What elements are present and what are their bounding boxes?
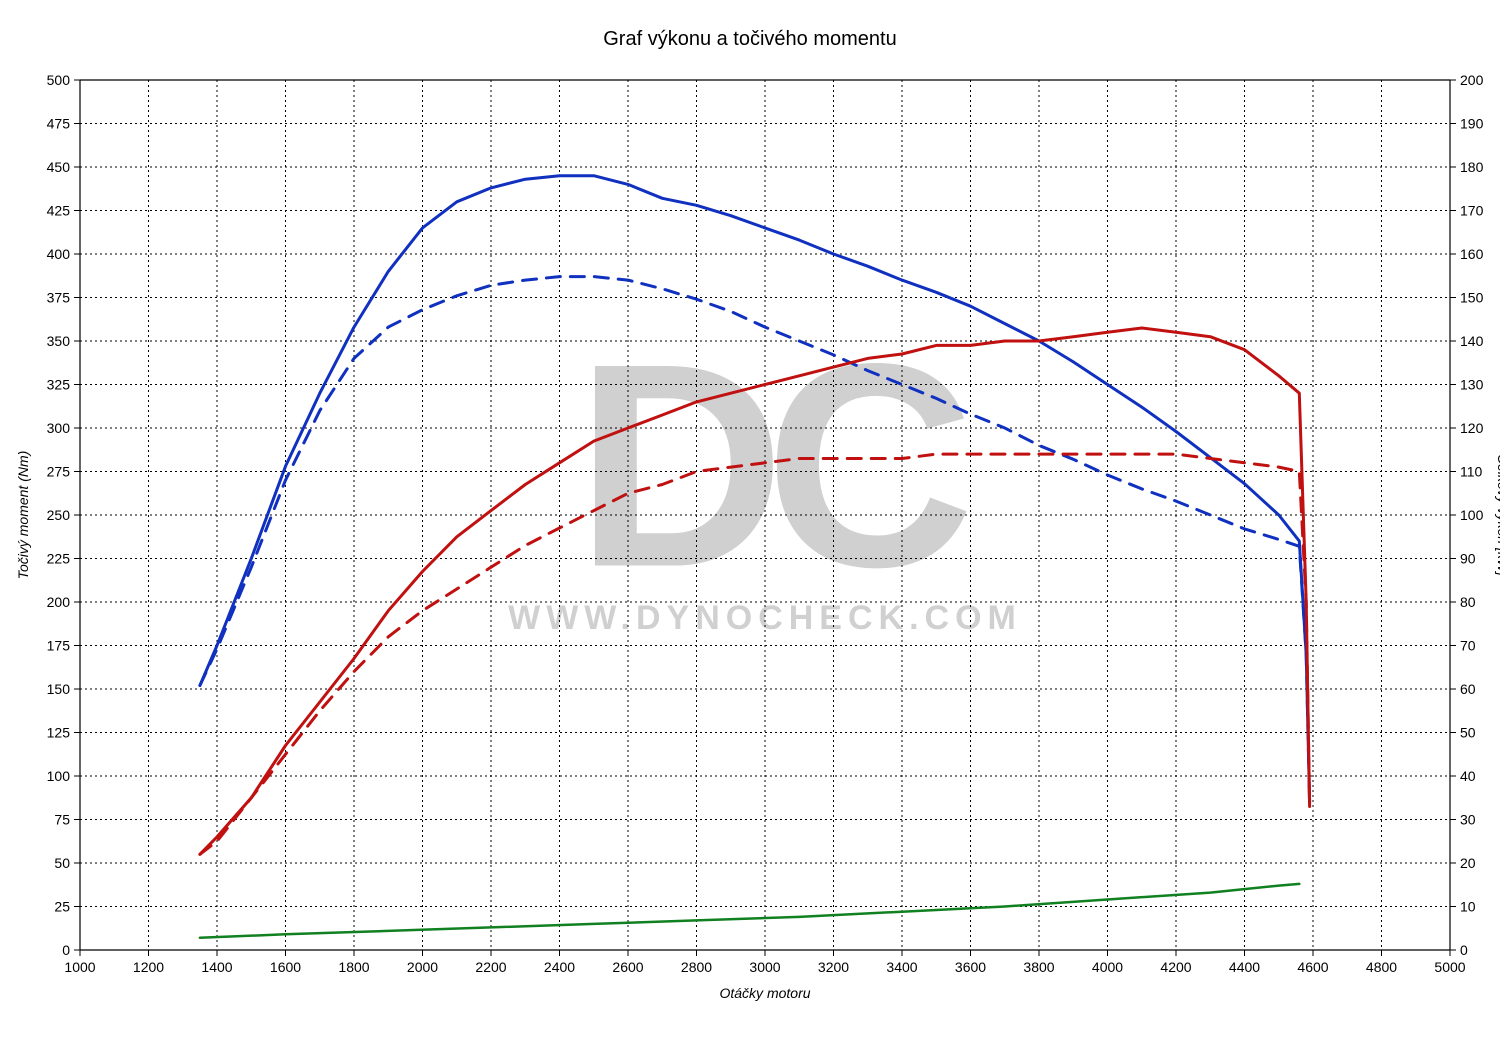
y-left-tick-label: 475 [47, 116, 71, 132]
y-right-tick-label: 140 [1460, 333, 1484, 349]
y-left-tick-label: 225 [47, 551, 71, 567]
x-tick-label: 1600 [270, 959, 301, 975]
x-tick-label: 1400 [201, 959, 232, 975]
y-right-tick-label: 0 [1460, 942, 1468, 958]
y-left-tick-label: 300 [47, 420, 71, 436]
y-left-axis-label: Točivý moment (Nm) [15, 451, 31, 580]
y-left-tick-label: 250 [47, 507, 71, 523]
x-tick-label: 4600 [1297, 959, 1328, 975]
dyno-chart: DCWWW.DYNOCHECK.COM 10001200140016001800… [0, 0, 1500, 1040]
y-right-tick-label: 40 [1460, 768, 1476, 784]
y-right-tick-label: 60 [1460, 681, 1476, 697]
y-right-tick-label: 200 [1460, 72, 1484, 88]
y-right-tick-label: 90 [1460, 551, 1476, 567]
y-left-tick-label: 325 [47, 377, 71, 393]
y-left-tick-label: 125 [47, 725, 71, 741]
x-tick-label: 2400 [544, 959, 575, 975]
y-right-axis-label: Celkový výkon [kW] [1495, 454, 1500, 577]
y-left-tick-label: 400 [47, 246, 71, 262]
y-right-tick-label: 10 [1460, 899, 1476, 915]
y-left-tick-label: 275 [47, 464, 71, 480]
y-left-tick-label: 100 [47, 768, 71, 784]
y-right-tick-label: 80 [1460, 594, 1476, 610]
y-right-tick-label: 130 [1460, 377, 1484, 393]
y-right-tick-label: 150 [1460, 290, 1484, 306]
x-tick-label: 3200 [818, 959, 849, 975]
x-tick-label: 4800 [1366, 959, 1397, 975]
x-tick-label: 3600 [955, 959, 986, 975]
y-right-tick-label: 160 [1460, 246, 1484, 262]
y-left-tick-label: 175 [47, 638, 71, 654]
y-left-tick-label: 150 [47, 681, 71, 697]
y-right-tick-label: 120 [1460, 420, 1484, 436]
y-left-tick-label: 200 [47, 594, 71, 610]
x-tick-label: 1800 [338, 959, 369, 975]
y-left-tick-label: 25 [54, 899, 70, 915]
y-left-tick-label: 375 [47, 290, 71, 306]
y-left-tick-label: 425 [47, 203, 71, 219]
y-left-tick-label: 500 [47, 72, 71, 88]
y-left-tick-label: 450 [47, 159, 71, 175]
x-tick-label: 3000 [749, 959, 780, 975]
y-left-tick-label: 0 [62, 942, 70, 958]
y-right-tick-label: 100 [1460, 507, 1484, 523]
y-right-tick-label: 180 [1460, 159, 1484, 175]
x-tick-label: 2200 [475, 959, 506, 975]
y-right-tick-label: 170 [1460, 203, 1484, 219]
x-tick-label: 4400 [1229, 959, 1260, 975]
x-axis-label: Otáčky motoru [719, 985, 810, 1001]
x-tick-label: 4200 [1160, 959, 1191, 975]
x-tick-label: 2800 [681, 959, 712, 975]
x-tick-label: 4000 [1092, 959, 1123, 975]
y-right-tick-label: 190 [1460, 116, 1484, 132]
y-right-tick-label: 70 [1460, 638, 1476, 654]
y-right-tick-label: 20 [1460, 855, 1476, 871]
x-tick-label: 3800 [1023, 959, 1054, 975]
y-left-tick-label: 75 [54, 812, 70, 828]
x-tick-label: 3400 [886, 959, 917, 975]
x-tick-label: 5000 [1434, 959, 1465, 975]
y-right-tick-label: 50 [1460, 725, 1476, 741]
y-right-tick-label: 110 [1460, 464, 1483, 480]
y-right-tick-label: 30 [1460, 812, 1476, 828]
x-tick-label: 1200 [133, 959, 164, 975]
y-left-tick-label: 50 [54, 855, 70, 871]
x-tick-label: 2600 [612, 959, 643, 975]
y-left-tick-label: 350 [47, 333, 71, 349]
x-tick-label: 1000 [64, 959, 95, 975]
series-loss [200, 884, 1299, 938]
x-tick-label: 2000 [407, 959, 438, 975]
